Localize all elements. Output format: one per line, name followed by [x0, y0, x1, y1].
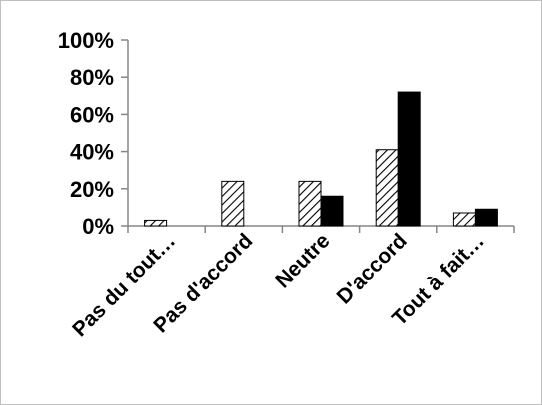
bar-hatched-3: [375, 149, 399, 227]
y-tick-label: 60%: [70, 102, 114, 127]
axes: [121, 39, 515, 233]
y-tick-label: 80%: [70, 65, 114, 90]
bar-hatched-0: [144, 219, 168, 227]
y-tick-labels: 0% 20% 40% 60% 80% 100%: [58, 28, 114, 239]
bar-hatched-4: [452, 212, 476, 227]
bar-hatched-1: [221, 180, 245, 227]
y-tick-label: 40%: [70, 140, 114, 165]
category-labels: Pas du tout…Pas d'accord NeutreD'accordTo…: [68, 229, 489, 341]
category-label: Neutre: [271, 229, 334, 292]
bar-solid-2: [320, 195, 344, 227]
bar-solid-3: [397, 91, 421, 227]
bar-hatched-2: [298, 180, 322, 227]
y-tick-label: 0%: [82, 214, 114, 239]
y-tick-label: 20%: [70, 177, 114, 202]
y-tick-label: 100%: [58, 28, 114, 53]
category-label: D'accord: [333, 229, 412, 308]
bar-solid-4: [474, 208, 498, 227]
bars: [144, 91, 498, 227]
